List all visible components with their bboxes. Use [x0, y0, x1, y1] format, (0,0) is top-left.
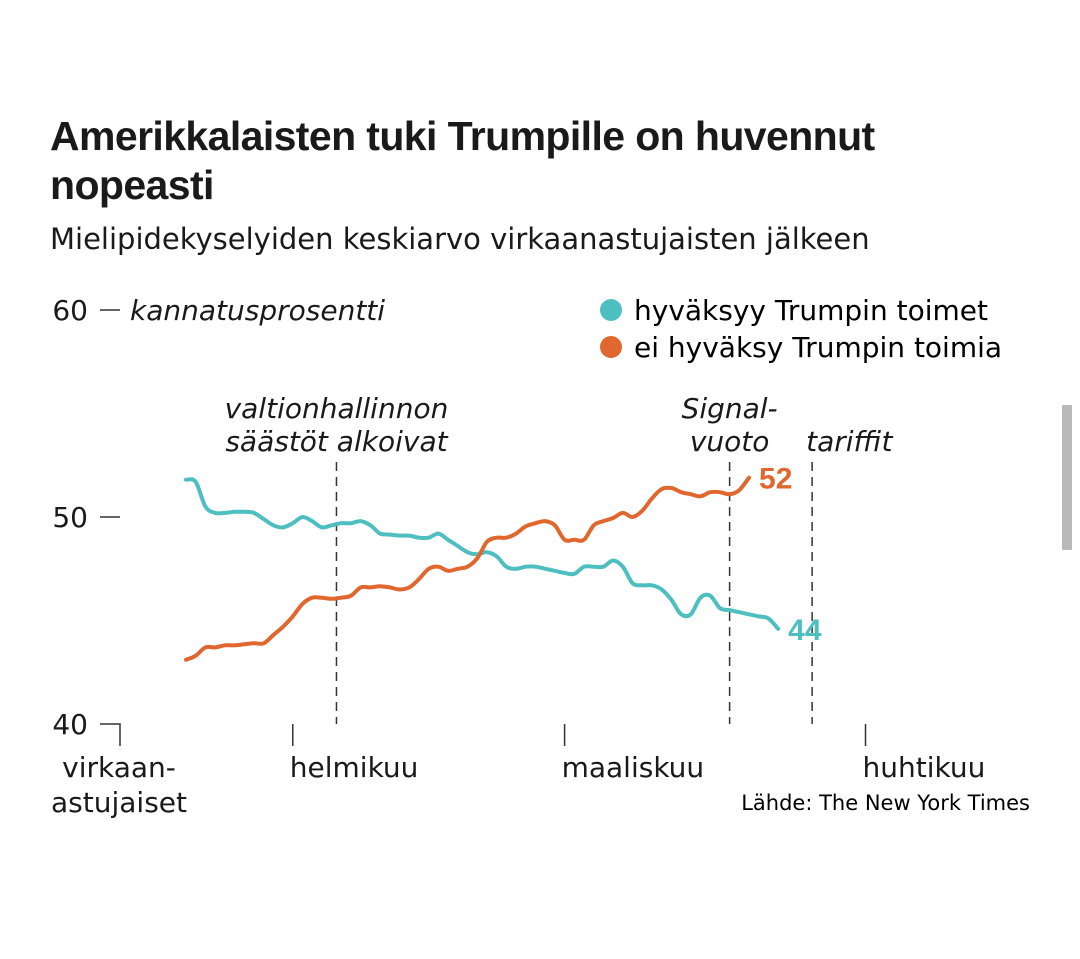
- x-tick-label: helmikuu: [290, 751, 419, 784]
- event-annotation-label: tariffit: [806, 425, 893, 458]
- chart-title: Amerikkalaisten tuki Trumpille on huvenn…: [50, 113, 875, 208]
- legend: hyväksyy Trumpin toimet ei hyväksy Trump…: [600, 294, 1002, 364]
- event-annotation-label: Signal-: [682, 392, 778, 425]
- series-line-disapprove: [184, 475, 751, 662]
- x-tick-label: astujaiset: [51, 786, 187, 819]
- scrollbar-thumb[interactable]: [1062, 405, 1072, 550]
- y-axis-label: kannatusprosentti: [130, 294, 385, 327]
- series-group: 44 52: [184, 463, 822, 662]
- axes-group: 40 50 60 kannatusprosentti virkaan-astujaise…: [51, 294, 985, 819]
- event-annotation-label: valtionhallinnon: [225, 392, 449, 425]
- chart-subtitle: Mielipidekyselyiden keskiarvo virkaanast…: [50, 222, 870, 256]
- legend-label-approve: hyväksyy Trumpin toimet: [634, 294, 988, 327]
- x-tick-label: huhtikuu: [863, 751, 986, 784]
- y-tick-mark-40: [100, 723, 121, 746]
- x-tick-label: virkaan-: [62, 751, 176, 784]
- legend-marker-approve: [600, 299, 622, 321]
- event-annotation-label: säästöt alkoivat: [225, 425, 448, 458]
- end-value-label-approve: 44: [788, 614, 822, 647]
- end-value-label-disapprove: 52: [759, 463, 792, 496]
- y-tick-label-40: 40: [52, 708, 88, 741]
- y-tick-label-60: 60: [52, 294, 88, 327]
- x-tick-label: maaliskuu: [562, 751, 705, 784]
- source-note: Lähde: The New York Times: [741, 791, 1030, 815]
- legend-marker-disapprove: [600, 336, 622, 358]
- legend-label-disapprove: ei hyväksy Trumpin toimia: [634, 331, 1002, 364]
- y-tick-label-50: 50: [52, 501, 88, 534]
- event-annotation-label: vuoto: [690, 425, 770, 458]
